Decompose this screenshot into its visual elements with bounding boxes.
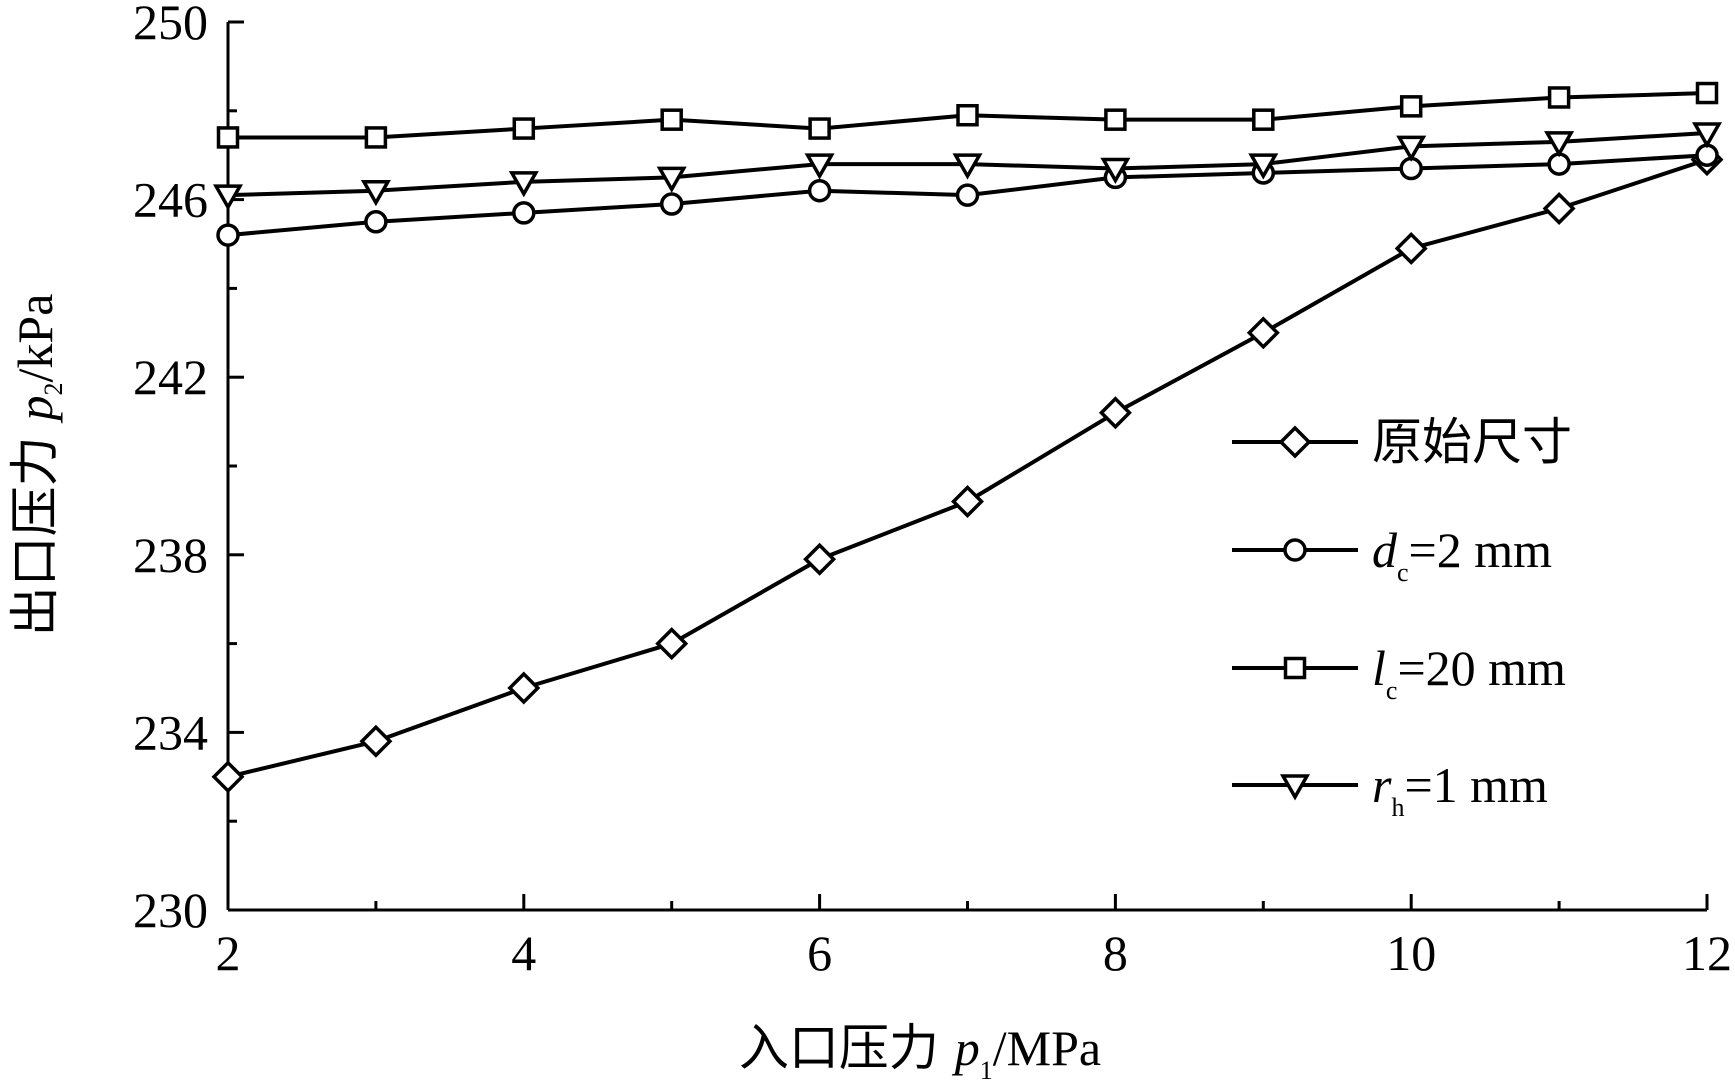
data-point [508,171,539,198]
data-point [1248,153,1279,180]
y-axis-title-var: p [7,396,63,424]
data-point [1104,108,1127,131]
data-point [803,542,837,576]
x-axis-title-unit: /MPa [993,1020,1101,1076]
data-point [804,153,835,180]
legend: 原始尺寸 dc=2 mm lc=20 mm rh=1 mm [1232,413,1572,822]
data-point [655,627,689,661]
data-point [956,103,979,127]
legend-label: lc=20 mm [1372,640,1566,705]
legend-marker [1279,774,1311,801]
y-axis-title-prefix: 出口压力 [6,421,64,637]
data-point [507,671,541,705]
legend-item: rh=1 mm [1232,757,1548,822]
data-point [512,117,536,140]
data-point [1394,231,1428,265]
data-point [1396,135,1427,162]
x-axis-title-sub: 1 [980,1056,993,1085]
legend-marker [1278,425,1312,459]
data-point [1691,122,1723,149]
y-axis-title-sub: 2 [39,383,68,396]
series-triangle-down [212,122,1723,211]
y-axis-title: 出口压力 p2/kPa [6,294,68,637]
data-point [1252,108,1275,131]
data-point [808,117,831,140]
x-tick-label: 8 [1103,925,1128,981]
data-point [1547,86,1571,109]
x-tick-label: 10 [1386,925,1436,981]
legend-marker [1283,538,1307,562]
data-point [211,760,245,794]
x-axis-title: 入口压力 p1/MPa [739,1019,1101,1085]
x-tick-label: 12 [1682,925,1732,981]
data-point [512,201,536,225]
x-tick-label: 4 [511,925,536,981]
data-point [364,126,388,149]
series-square [216,81,1719,149]
data-point [364,210,388,234]
data-point [1246,316,1280,350]
legend-label: rh=1 mm [1372,757,1548,822]
y-tick-label: 238 [133,527,208,583]
data-point [1542,192,1576,225]
y-tick-label: 242 [133,349,208,405]
data-point [1544,131,1575,158]
data-point [1695,81,1719,105]
data-point [216,126,240,149]
y-tick-label: 230 [133,882,208,938]
y-tick-label: 250 [133,0,208,50]
data-point [955,183,980,207]
data-point [656,166,687,193]
data-point [659,192,684,216]
data-point [807,178,832,203]
x-axis-title-prefix: 入口压力 [739,1019,955,1077]
data-point [951,485,984,518]
data-point [660,108,683,131]
y-tick-label: 234 [133,704,208,760]
y-tick-label: 246 [133,172,208,228]
legend-label: 原始尺寸 [1372,413,1572,471]
legend-marker [1283,656,1307,680]
legend-item: dc=2 mm [1232,522,1552,587]
legend-item: lc=20 mm [1232,640,1566,705]
legend-item: 原始尺寸 [1232,413,1572,471]
data-point [216,223,240,247]
data-point [1098,396,1132,430]
series-layer [211,81,1724,794]
legend-label: dc=2 mm [1372,522,1552,587]
y-axis-title-unit: /kPa [7,294,63,383]
x-tick-label: 2 [216,925,241,981]
data-point [359,724,393,758]
data-point [1100,157,1131,185]
data-point [212,184,244,211]
data-point [1399,95,1423,118]
data-point [360,179,391,207]
x-axis-title-var: p [952,1020,980,1076]
data-point [952,153,983,180]
x-tick-label: 6 [807,925,832,981]
